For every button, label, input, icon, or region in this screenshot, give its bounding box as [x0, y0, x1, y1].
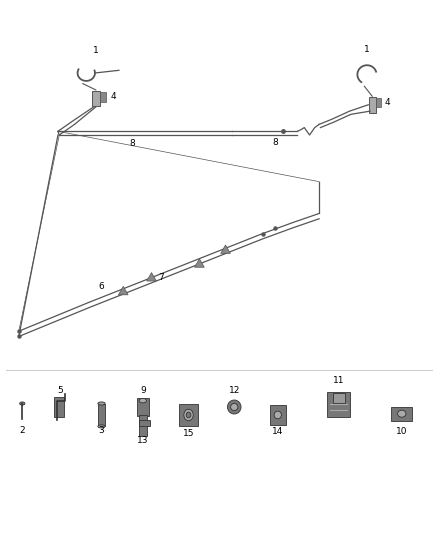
Polygon shape	[147, 272, 156, 281]
Ellipse shape	[274, 411, 281, 419]
Text: 2: 2	[19, 426, 25, 435]
Ellipse shape	[227, 400, 241, 414]
Bar	[139, 420, 150, 425]
Text: 8: 8	[273, 138, 279, 147]
Text: 1: 1	[93, 46, 99, 55]
Bar	[333, 393, 345, 403]
Text: 3: 3	[99, 426, 104, 435]
Text: 6: 6	[98, 282, 104, 291]
Text: 9: 9	[140, 385, 146, 394]
Ellipse shape	[186, 412, 191, 418]
Ellipse shape	[398, 410, 406, 417]
Ellipse shape	[98, 402, 105, 405]
Bar	[369, 97, 376, 113]
Text: 4: 4	[110, 92, 116, 101]
Text: 7: 7	[158, 273, 164, 282]
Bar	[270, 406, 286, 424]
Text: 1: 1	[364, 45, 370, 54]
Polygon shape	[194, 259, 204, 267]
Text: 4: 4	[385, 98, 390, 107]
Bar	[92, 91, 100, 106]
Bar	[179, 403, 198, 426]
Bar	[139, 415, 147, 436]
Text: 15: 15	[183, 429, 194, 438]
Text: 13: 13	[137, 436, 148, 445]
Ellipse shape	[139, 399, 146, 403]
Bar	[54, 397, 64, 417]
Bar	[327, 392, 350, 417]
Text: 8: 8	[129, 139, 135, 148]
Bar	[376, 98, 381, 108]
Bar	[98, 403, 105, 426]
Ellipse shape	[230, 403, 238, 410]
Text: 10: 10	[396, 427, 407, 437]
Bar	[391, 407, 412, 421]
Text: 5: 5	[57, 385, 63, 394]
Bar	[100, 92, 106, 102]
Ellipse shape	[98, 425, 105, 428]
Text: 11: 11	[333, 376, 344, 385]
Text: 12: 12	[229, 385, 240, 394]
Polygon shape	[118, 286, 128, 295]
Text: 14: 14	[272, 427, 283, 437]
Ellipse shape	[184, 409, 193, 421]
Polygon shape	[221, 245, 230, 254]
Ellipse shape	[20, 402, 25, 405]
Bar	[137, 398, 149, 416]
